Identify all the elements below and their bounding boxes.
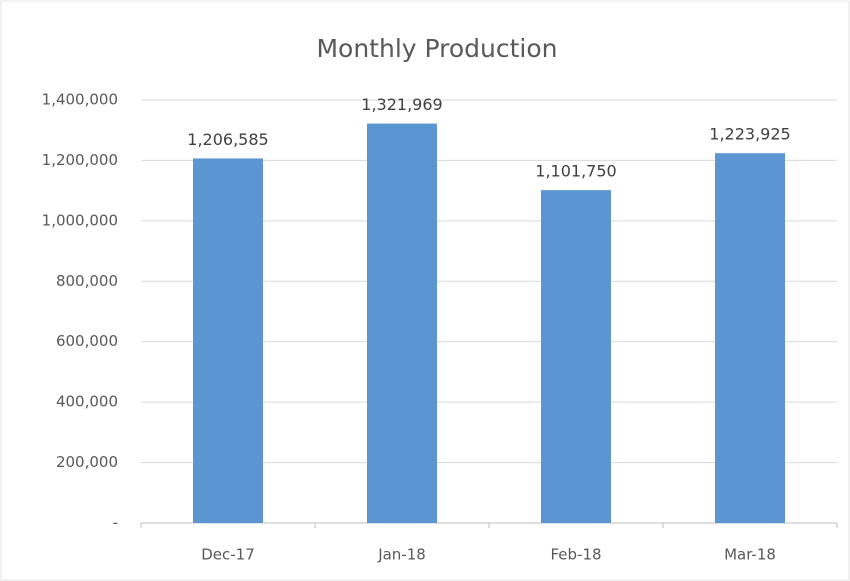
y-tick-label: 600,000 [56,332,118,350]
x-tick-label: Feb-18 [550,546,601,564]
y-tick-label: 1,000,000 [42,211,118,229]
y-tick-label: - [113,514,118,532]
y-tick-label: 1,400,000 [42,91,118,109]
bar [193,158,263,523]
bar [541,190,611,523]
y-tick-label: 400,000 [56,393,118,411]
bar [367,123,437,523]
x-tick-label: Jan-18 [377,546,426,564]
data-label: 1,101,750 [535,162,616,181]
x-tick-label: Dec-17 [201,546,255,564]
x-tick-label: Mar-18 [724,546,776,564]
bar [715,153,785,523]
y-tick-label: 800,000 [56,272,118,290]
data-label: 1,321,969 [361,95,442,114]
data-label: 1,223,925 [709,125,790,144]
data-label: 1,206,585 [187,130,268,149]
chart-title: Monthly Production [316,34,557,63]
y-tick-label: 1,200,000 [42,151,118,169]
y-tick-label: 200,000 [56,453,118,471]
